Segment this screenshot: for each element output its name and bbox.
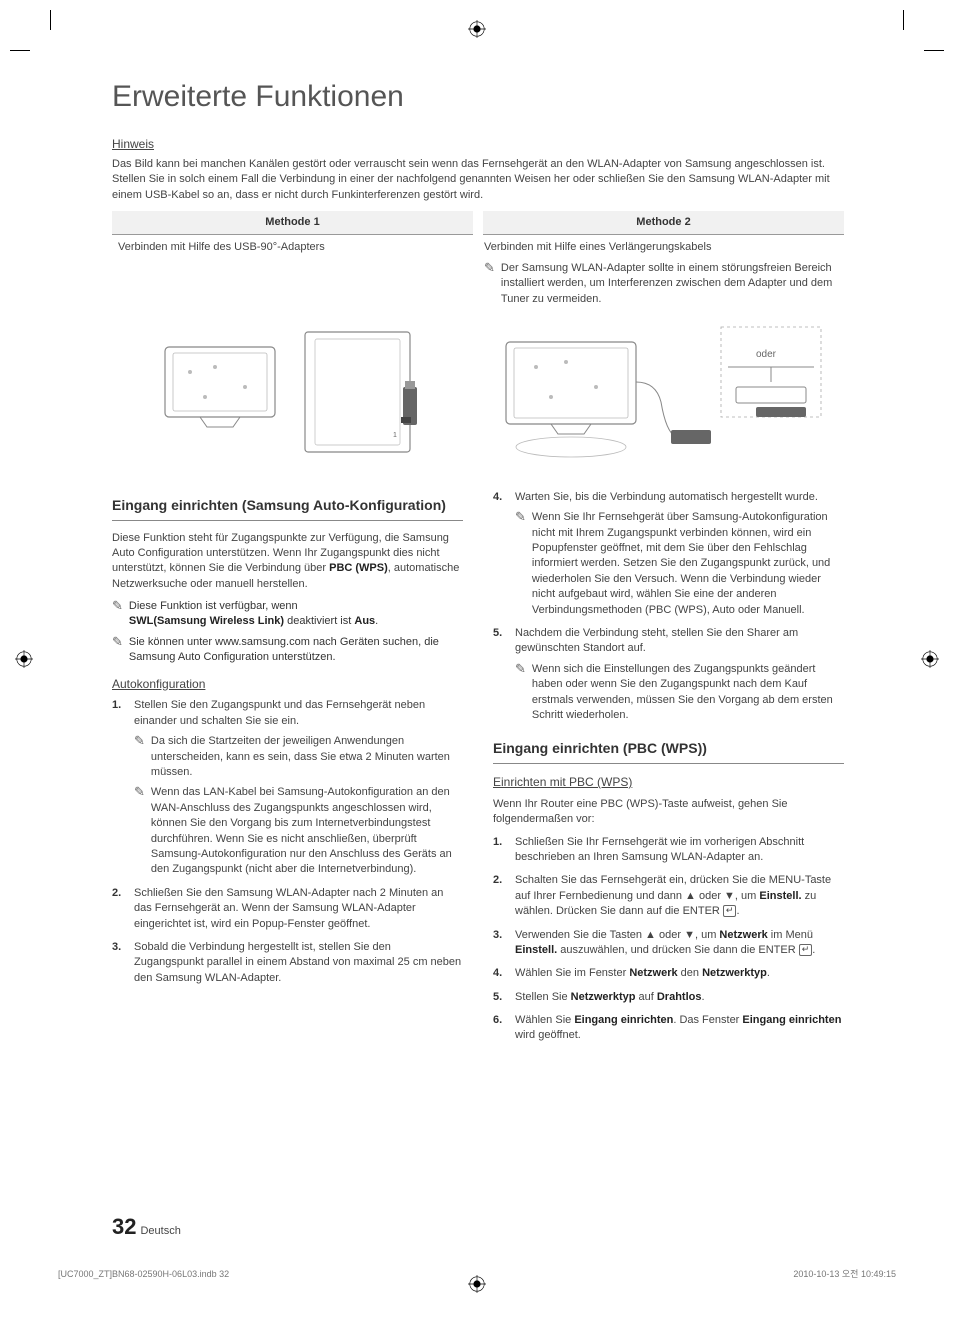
- auto-intro: Diese Funktion steht für Zugangspunkte z…: [112, 531, 463, 593]
- method1-diagram: 1: [118, 312, 472, 472]
- page-title: Erweiterte Funktionen: [112, 76, 844, 118]
- method2-diagram: oder: [484, 312, 838, 472]
- auto-note1: Diese Funktion ist verfügbar, wenn SWL(S…: [129, 599, 378, 630]
- pbc-step-5: Stellen Sie Netzwerktyp auf Drahtlos.: [493, 990, 844, 1005]
- enter-icon: ↵: [723, 905, 737, 917]
- step-2: Schließen Sie den Samsung WLAN-Adapter n…: [112, 886, 463, 932]
- step-3: Sobald die Verbindung hergestellt ist, s…: [112, 940, 463, 986]
- enter-icon: ↵: [799, 944, 813, 956]
- footer-right: 2010-10-13 오전 10:49:15: [793, 1268, 896, 1281]
- svg-text:oder: oder: [756, 349, 777, 360]
- pbc-step-1: Schließen Sie Ihr Fernsehgerät wie im vo…: [493, 835, 844, 866]
- step1-note1: Da sich die Startzeiten der jeweiligen A…: [151, 734, 463, 780]
- autoconfig-heading: Autokonfiguration: [112, 676, 463, 693]
- method1-desc: Verbinden mit Hilfe des USB-90°-Adapters: [118, 240, 472, 255]
- svg-text:1: 1: [393, 432, 397, 439]
- pbc-step-2: Schalten Sie das Fernsehgerät ein, drück…: [493, 873, 844, 919]
- page-number: 32Deutsch: [112, 1212, 181, 1243]
- note-icon: ✎: [515, 662, 526, 724]
- pbc-step-6: Wählen Sie Eingang einrichten. Das Fenst…: [493, 1013, 844, 1044]
- hinweis-label: Hinweis: [112, 136, 844, 153]
- method2-header: Methode 2: [483, 211, 844, 235]
- note-icon: ✎: [112, 635, 123, 648]
- step-5: Nachdem die Verbindung steht, stellen Si…: [493, 626, 844, 723]
- pbc-intro: Wenn Ihr Router eine PBC (WPS)-Taste auf…: [493, 797, 844, 828]
- step1-note2: Wenn das LAN-Kabel bei Samsung-Autokonfi…: [151, 785, 463, 877]
- auto-note2: Sie können unter www.samsung.com nach Ge…: [129, 635, 463, 666]
- hinweis-text: Das Bild kann bei manchen Kanälen gestör…: [112, 157, 844, 203]
- footer-left: [UC7000_ZT]BN68-02590H-06L03.indb 32: [58, 1268, 229, 1281]
- pbc-step-4: Wählen Sie im Fenster Netzwerk den Netzw…: [493, 966, 844, 981]
- section-heading-auto: Eingang einrichten (Samsung Auto-Konfigu…: [112, 496, 463, 521]
- method2-note: Der Samsung WLAN-Adapter sollte in einem…: [501, 261, 838, 307]
- section-heading-pbc: Eingang einrichten (PBC (WPS)): [493, 739, 844, 764]
- note-icon: ✎: [515, 510, 526, 618]
- note-icon: ✎: [112, 599, 123, 612]
- step-4: Warten Sie, bis die Verbindung automatis…: [493, 490, 844, 618]
- method2-desc: Verbinden mit Hilfe eines Verlängerungsk…: [484, 240, 838, 255]
- step4-note: Wenn Sie Ihr Fernsehgerät über Samsung-A…: [532, 510, 844, 618]
- pbc-step-3: Verwenden Sie die Tasten ▲ oder ▼, um Ne…: [493, 928, 844, 959]
- pbc-subheading: Einrichten mit PBC (WPS): [493, 774, 844, 791]
- note-icon: ✎: [484, 261, 495, 274]
- step-1: Stellen Sie den Zugangspunkt und das Fer…: [112, 698, 463, 877]
- step5-note: Wenn sich die Einstellungen des Zugangsp…: [532, 662, 844, 724]
- note-icon: ✎: [134, 734, 145, 780]
- note-icon: ✎: [134, 785, 145, 877]
- method1-header: Methode 1: [112, 211, 473, 235]
